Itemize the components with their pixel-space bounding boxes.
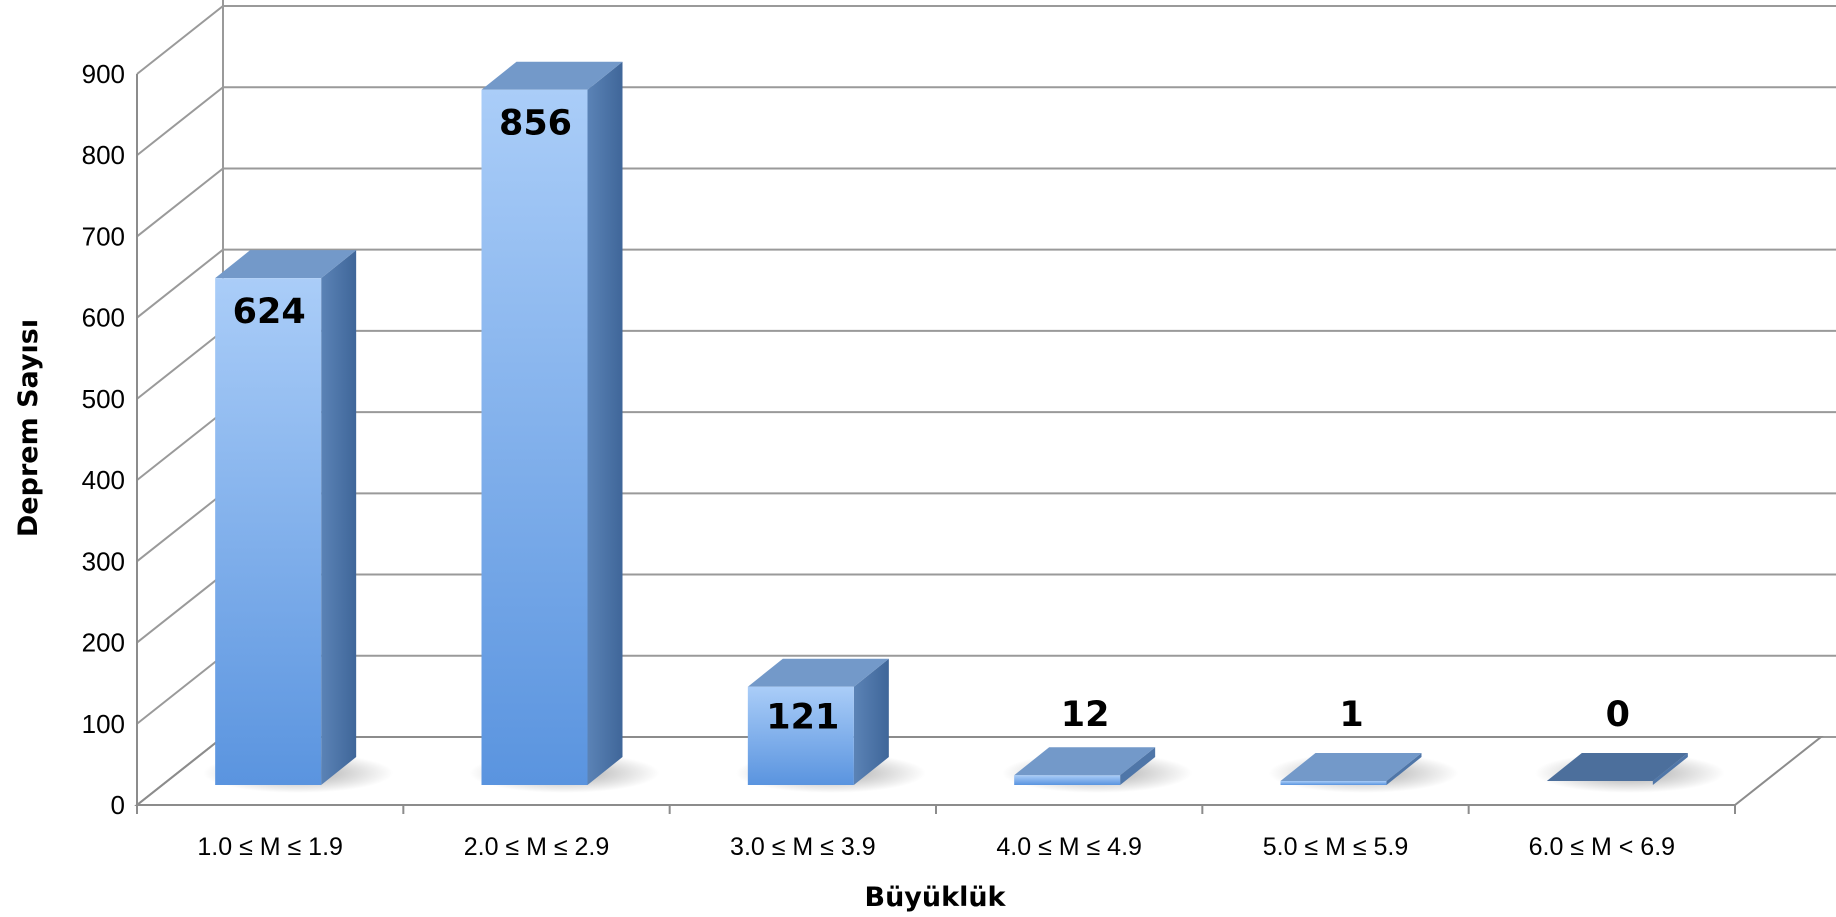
data-label: 0: [1606, 695, 1630, 735]
labels-layer: 1.0 ≤ M ≤ 1.9 2.0 ≤ M ≤ 2.9 3.0 ≤ M ≤ 3.9 4…: [197, 104, 1675, 861]
x-axis-title: Büyüklük: [864, 882, 1006, 913]
y-tick-label: 200: [82, 628, 125, 658]
x-tick-label: 5.0 ≤ M ≤ 5.9: [1263, 833, 1409, 861]
x-tick-label: 1.0 ≤ M ≤ 1.9: [197, 833, 343, 861]
bar-top: [1280, 753, 1422, 781]
data-label: 856: [499, 104, 572, 144]
bars-layer: [203, 61, 1725, 793]
gridline: [136, 573, 1836, 644]
y-tick-label: 400: [82, 465, 125, 495]
data-label: 121: [766, 698, 839, 738]
gridline: [136, 492, 1836, 563]
bar-group: [1268, 753, 1459, 793]
y-tick-label: 0: [111, 790, 125, 820]
bar-top: [1014, 747, 1156, 776]
x-tick-label: 6.0 ≤ M < 6.9: [1529, 833, 1675, 861]
bar-side: [1386, 753, 1422, 785]
y-tick-label: 600: [82, 303, 125, 333]
bar-top: [1546, 753, 1688, 781]
y-tick-label: 100: [82, 709, 125, 739]
bar-side: [1120, 747, 1156, 785]
bar: [1014, 775, 1121, 785]
gridline: [136, 411, 1836, 481]
x-tick-label: 3.0 ≤ M ≤ 3.9: [730, 833, 876, 861]
data-label: 624: [233, 292, 306, 332]
x-tick-label: 2.0 ≤ M ≤ 2.9: [464, 833, 610, 861]
bar-group: [1002, 747, 1193, 793]
data-label: 12: [1061, 695, 1110, 735]
bar-side: [1652, 753, 1688, 785]
gridline: [136, 654, 1836, 725]
bar-side: [587, 61, 623, 785]
bar: [747, 686, 854, 785]
y-axis-title: Deprem Sayısı: [13, 319, 44, 537]
y-tick-label: 300: [82, 546, 125, 576]
bar: [215, 278, 322, 785]
bar-group: [469, 61, 660, 793]
gridline: [136, 5, 1836, 75]
y-tick-label: 500: [82, 384, 125, 414]
gridline: [136, 167, 1836, 238]
gridline: [136, 329, 1836, 400]
bar-top: [215, 250, 357, 279]
y-tick-label: 700: [82, 221, 125, 251]
bar-top: [747, 658, 889, 687]
bar-group: [735, 658, 926, 793]
y-tick-label: 800: [82, 140, 125, 170]
y-tick-label: 900: [82, 59, 125, 89]
bar-side: [321, 250, 357, 785]
bar-group: [1534, 753, 1725, 793]
bar: [1280, 781, 1387, 785]
data-label: 1: [1339, 695, 1363, 735]
x-tick-label: 4.0 ≤ M ≤ 4.9: [996, 833, 1142, 861]
bar: [481, 89, 588, 785]
bar-side: [853, 658, 889, 785]
bar-group: [203, 250, 394, 793]
bar-top: [481, 61, 623, 90]
gridline: [136, 86, 1836, 157]
gridline: [136, 248, 1836, 319]
